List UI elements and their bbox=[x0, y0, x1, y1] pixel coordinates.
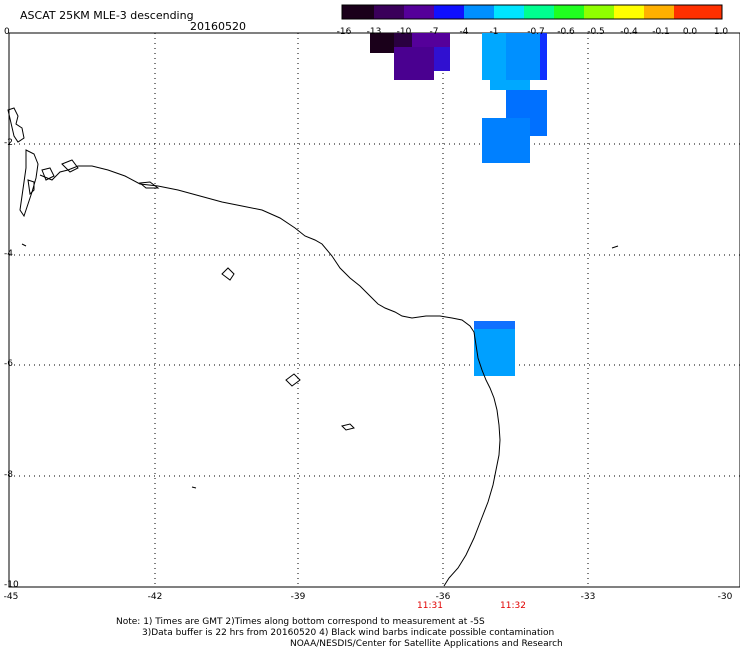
lon-label: -42 bbox=[147, 592, 163, 602]
note-line-3: NOAA/NESDIS/Center for Satellite Applica… bbox=[290, 639, 563, 649]
lat-label: -6 bbox=[4, 359, 13, 369]
lon-label: -39 bbox=[290, 592, 306, 602]
colorbar-label: -0.6 bbox=[557, 27, 575, 37]
lat-label: -10 bbox=[4, 580, 19, 590]
colorbar-label: 0.0 bbox=[682, 27, 698, 37]
colorbar-label: -4 bbox=[459, 27, 469, 37]
colorbar-label: -0.4 bbox=[620, 27, 638, 37]
wind-cells bbox=[370, 33, 547, 376]
plot-frame bbox=[8, 32, 740, 588]
map-date: 20160520 bbox=[190, 20, 246, 33]
lat-label: -2 bbox=[4, 138, 13, 148]
lat-label: -8 bbox=[4, 470, 13, 480]
colorbar bbox=[341, 4, 723, 20]
map-title: ASCAT 25KM MLE-3 descending bbox=[20, 9, 194, 22]
colorbar-label: -16 bbox=[336, 27, 352, 37]
colorbar-label: -0.7 bbox=[527, 27, 545, 37]
lon-label: -45 bbox=[3, 592, 19, 602]
colorbar-label: -1 bbox=[489, 27, 499, 37]
colorbar-label: -13 bbox=[366, 27, 382, 37]
lon-label: -33 bbox=[580, 592, 596, 602]
lon-label: -36 bbox=[435, 592, 451, 602]
lat-label: 0 bbox=[4, 27, 10, 37]
colorbar-label: 1.0 bbox=[713, 27, 729, 37]
time-label: 11:32 bbox=[500, 601, 526, 611]
time-label: 11:31 bbox=[417, 601, 443, 611]
colorbar-label: -7 bbox=[429, 27, 439, 37]
lat-label: -4 bbox=[4, 249, 13, 259]
colorbar-label: -0.1 bbox=[652, 27, 670, 37]
note-line-1: Note: 1) Times are GMT 2)Times along bot… bbox=[116, 617, 485, 627]
grid-lines bbox=[9, 33, 740, 587]
note-line-2: 3)Data buffer is 22 hrs from 20160520 4)… bbox=[142, 628, 555, 638]
coastline bbox=[7, 107, 619, 587]
lon-label: -30 bbox=[717, 592, 733, 602]
colorbar-label: -10 bbox=[396, 27, 412, 37]
colorbar-label: -0.5 bbox=[587, 27, 605, 37]
